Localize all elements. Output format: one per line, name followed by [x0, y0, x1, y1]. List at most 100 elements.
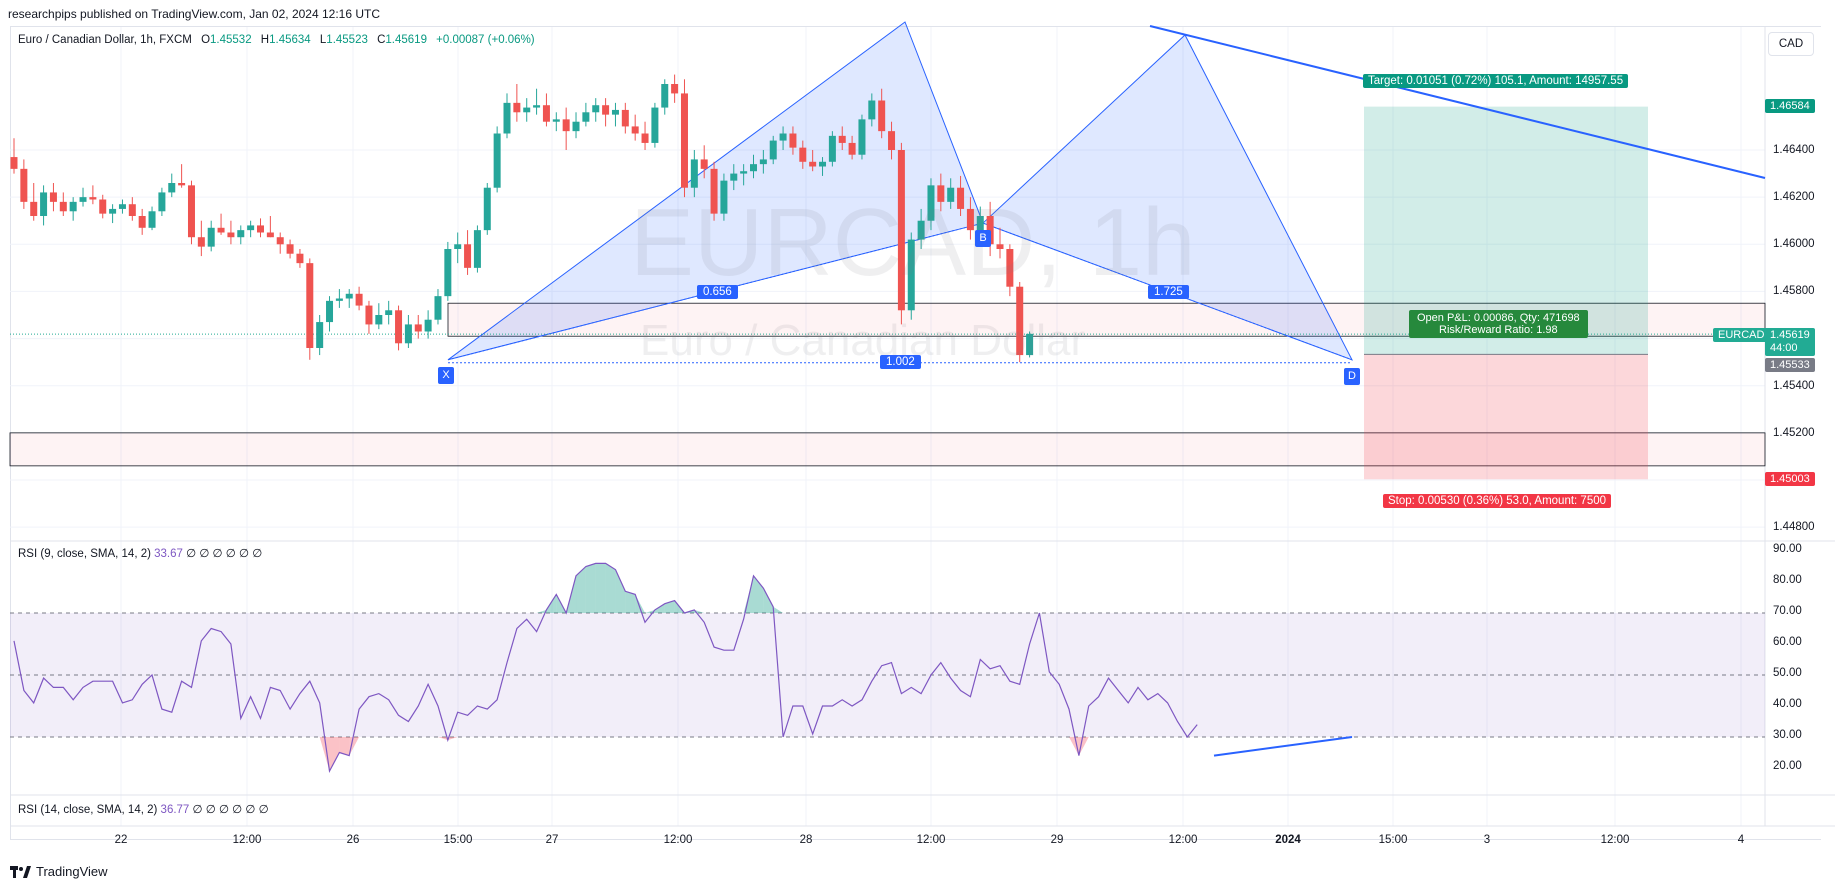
rsi-divergence-line [1213, 736, 1353, 757]
candle-body [138, 216, 146, 228]
open-label: O [201, 34, 211, 46]
candle-body [533, 105, 541, 108]
candle-body [424, 319, 432, 332]
high-value: 1.45634 [269, 34, 311, 46]
time-label: 12:00 [232, 834, 262, 846]
candle-body [690, 159, 698, 188]
candle-body [947, 187, 955, 202]
candle-body [168, 183, 176, 193]
rsi-oversold-fill [447, 737, 458, 741]
candle-body [996, 244, 1004, 249]
candle-body [611, 109, 619, 115]
candle-body [710, 168, 718, 214]
candle-body [562, 119, 570, 132]
candle-body [828, 135, 836, 162]
candle-body [966, 208, 974, 231]
candle-body [227, 232, 235, 238]
candle-body [1026, 333, 1034, 356]
candle-body [631, 126, 639, 134]
candle-body [621, 109, 629, 127]
candle-body [897, 150, 905, 311]
watermark-symbol: EURCAD, 1h [630, 189, 1196, 296]
candle-body [158, 192, 166, 212]
candle-body [680, 93, 688, 188]
currency-button[interactable]: CAD [1768, 32, 1814, 56]
rsi-overbought-fill [585, 563, 596, 613]
trendline [1149, 25, 1766, 179]
candle-body [286, 244, 294, 254]
candle-body [838, 135, 846, 143]
candle-body [917, 220, 925, 240]
tradingview-logo[interactable]: TradingView [10, 864, 108, 879]
candle-body [513, 102, 521, 113]
candle-body [247, 225, 255, 231]
rsi9-value: 33.67 [154, 548, 183, 560]
candle-body [809, 161, 817, 167]
rsi9-flags: ∅ ∅ ∅ ∅ ∅ ∅ [186, 548, 263, 560]
rsi14-flags: ∅ ∅ ∅ ∅ ∅ ∅ [192, 804, 269, 816]
candle-body [207, 227, 215, 247]
candle-body [434, 296, 442, 320]
rsi14-title: RSI (14, close, SMA, 14, 2) [18, 804, 158, 816]
candle-body [750, 164, 757, 172]
rsi14-label[interactable]: RSI (14, close, SMA, 14, 2) 36.77 ∅ ∅ ∅ … [18, 802, 269, 816]
rsi-overbought-fill [654, 603, 665, 613]
rsi-tick: 80.00 [1773, 574, 1802, 586]
candle-body [799, 147, 807, 162]
candle-body [99, 199, 107, 214]
ratio-xd: 1.002 [880, 355, 921, 369]
candle-body [503, 102, 511, 134]
symbol-name[interactable]: Euro / Canadian Dollar, 1h, FXCM [18, 34, 192, 46]
candle-body [592, 105, 600, 113]
position-loss-zone [1364, 354, 1648, 480]
time-label: 12:00 [1600, 834, 1630, 846]
candle-body [651, 107, 659, 143]
pattern-point-x[interactable]: X [438, 367, 454, 384]
stop-price-badge: 1.45003 [1765, 472, 1815, 486]
candle-body [700, 159, 708, 169]
time-label: 15:00 [443, 834, 473, 846]
candle-body [789, 133, 797, 148]
candle-body [89, 197, 97, 200]
publisher-line: researchpips published on TradingView.co… [8, 7, 381, 21]
candle-body [858, 119, 866, 155]
candle-body [641, 133, 649, 143]
candle-body [572, 121, 580, 132]
candle-body [848, 142, 856, 155]
candle-body [444, 249, 452, 297]
candle-body [49, 192, 57, 202]
position-pnl-label: Open P&L: 0.00086, Qty: 471698 Risk/Rewa… [1409, 310, 1588, 338]
pattern-point-b[interactable]: B [975, 230, 991, 247]
candle-body [365, 305, 373, 325]
rsi-oversold-fill [319, 737, 330, 772]
candle-body [454, 244, 462, 249]
rsi-overbought-fill [595, 563, 606, 613]
rsi9-label[interactable]: RSI (9, close, SMA, 14, 2) 33.67 ∅ ∅ ∅ ∅… [18, 546, 262, 560]
time-label: 27 [545, 834, 559, 846]
candle-body [671, 84, 679, 94]
candle-body [602, 105, 610, 115]
time-label: 12:00 [916, 834, 946, 846]
time-label: 4 [1737, 834, 1745, 846]
open-pnl: Open P&L: 0.00086, Qty: 471698 [1417, 312, 1580, 324]
footer-brand: TradingView [36, 864, 108, 879]
low-label: L [319, 34, 327, 46]
symbol-badge[interactable]: EURCAD [1713, 328, 1770, 342]
candle-body [59, 201, 67, 212]
candle-body [582, 112, 590, 122]
rsi-overbought-fill [615, 569, 626, 613]
candle-body [1006, 249, 1014, 287]
position-stop-label: Stop: 0.00530 (0.36%) 53.0, Amount: 7500 [1383, 494, 1612, 508]
candle-body [523, 107, 531, 113]
pattern-point-d[interactable]: D [1344, 368, 1360, 385]
close-label: C [377, 34, 386, 46]
candle-body [109, 208, 117, 214]
rsi-tick: 60.00 [1773, 636, 1802, 648]
time-label: 22 [114, 834, 128, 846]
candle-body [30, 201, 38, 216]
candle-body [187, 185, 195, 238]
candle-body [493, 133, 501, 188]
time-label: 26 [346, 834, 360, 846]
candle-body [326, 300, 334, 323]
